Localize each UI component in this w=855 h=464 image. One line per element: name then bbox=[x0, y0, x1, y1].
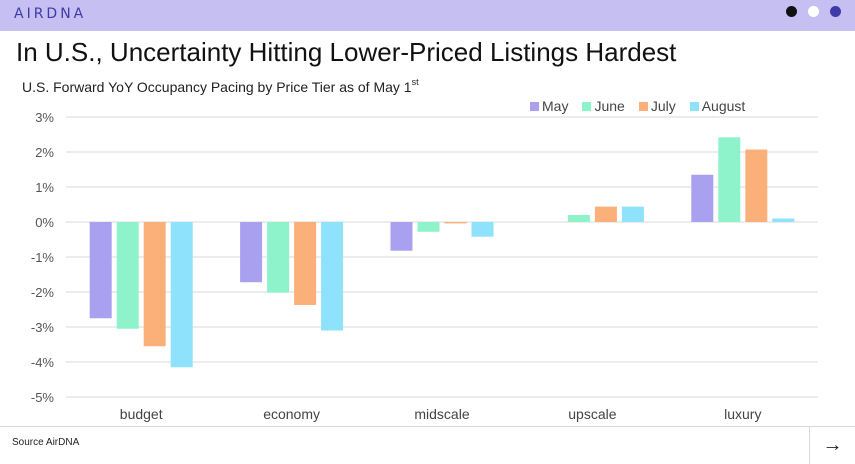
bar-economy-august bbox=[321, 222, 344, 331]
chart-subtitle-sup: st bbox=[411, 77, 419, 87]
bar-luxury-may bbox=[691, 174, 714, 222]
bar-midscale-july bbox=[444, 222, 467, 224]
bar-economy-june bbox=[267, 222, 290, 293]
bar-budget-june bbox=[116, 222, 139, 329]
y-tick-label: -4% bbox=[31, 355, 55, 370]
legend-item-june: June bbox=[582, 98, 625, 114]
x-tick-label: midscale bbox=[414, 406, 469, 422]
bar-budget-july bbox=[143, 222, 166, 347]
bar-luxury-july bbox=[745, 149, 768, 222]
bar-luxury-june bbox=[718, 137, 741, 222]
source-note: Source AirDNA bbox=[12, 437, 80, 448]
bar-chart: 3% 2% 1% 0% -1% -2% -3% -4% -5% budget economy mids… bbox=[31, 110, 818, 422]
x-tick-label: upscale bbox=[568, 406, 616, 422]
bar-upscale-july bbox=[594, 206, 617, 222]
bar-budget-august bbox=[170, 222, 193, 368]
bar-luxury-august bbox=[772, 218, 795, 222]
legend-item-july: July bbox=[638, 98, 676, 114]
arrow-right-icon: → bbox=[822, 434, 843, 456]
footer-vertical-divider bbox=[809, 427, 810, 464]
y-tick-label: 2% bbox=[35, 145, 54, 160]
x-tick-label: economy bbox=[263, 406, 320, 422]
page-title: In U.S., Uncertainty Hitting Lower-Price… bbox=[16, 37, 677, 67]
chart-legend: May June July August bbox=[530, 98, 745, 114]
y-tick-label: -1% bbox=[31, 250, 55, 265]
bar-upscale-june bbox=[567, 215, 590, 222]
top-bar: AIRDNA bbox=[0, 0, 855, 31]
airdna-logo: AIRDNA bbox=[14, 6, 87, 22]
legend-swatch bbox=[582, 101, 592, 111]
x-tick-label: luxury bbox=[724, 406, 761, 422]
legend-swatch bbox=[530, 101, 539, 111]
slide-dot-3[interactable] bbox=[830, 6, 841, 17]
bar-upscale-august bbox=[621, 206, 644, 222]
bar-economy-may bbox=[240, 222, 263, 283]
footer-divider bbox=[0, 426, 855, 427]
bar-midscale-august bbox=[471, 222, 494, 237]
bar-midscale-june bbox=[417, 222, 440, 232]
slide-dot-1[interactable] bbox=[786, 6, 797, 17]
y-tick-label: 1% bbox=[35, 180, 54, 195]
legend-item-may: May bbox=[530, 98, 568, 114]
next-button[interactable]: → bbox=[810, 427, 855, 464]
legend-label: August bbox=[701, 98, 746, 114]
bar-budget-may bbox=[89, 222, 112, 319]
legend-label: July bbox=[650, 98, 676, 114]
chart-subtitle-text: U.S. Forward YoY Occupancy Pacing by Pri… bbox=[22, 79, 412, 95]
y-tick-label: -5% bbox=[31, 390, 55, 405]
y-tick-label: -2% bbox=[31, 285, 55, 300]
slide-dots bbox=[786, 6, 841, 18]
x-tick-label: budget bbox=[120, 406, 163, 422]
slide-dot-2[interactable] bbox=[808, 6, 819, 17]
legend-label: May bbox=[542, 98, 569, 114]
y-tick-label: 3% bbox=[35, 110, 54, 125]
y-tick-label: -3% bbox=[31, 320, 55, 335]
y-tick-label: 0% bbox=[35, 215, 54, 230]
bar-economy-july bbox=[294, 222, 317, 305]
legend-item-august: August bbox=[689, 98, 746, 114]
chart-subtitle: U.S. Forward YoY Occupancy Pacing by Pri… bbox=[22, 77, 419, 95]
legend-swatch bbox=[689, 101, 699, 111]
bar-midscale-may bbox=[390, 222, 413, 251]
legend-label: June bbox=[594, 98, 625, 114]
legend-swatch bbox=[638, 101, 648, 111]
